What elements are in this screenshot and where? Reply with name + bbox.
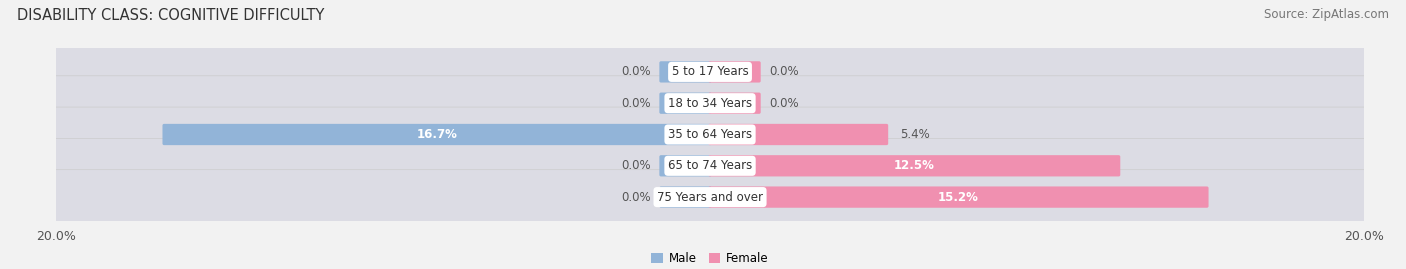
Text: DISABILITY CLASS: COGNITIVE DIFFICULTY: DISABILITY CLASS: COGNITIVE DIFFICULTY (17, 8, 325, 23)
FancyBboxPatch shape (51, 44, 1369, 99)
Text: Source: ZipAtlas.com: Source: ZipAtlas.com (1264, 8, 1389, 21)
Text: 5.4%: 5.4% (900, 128, 929, 141)
FancyBboxPatch shape (51, 138, 1369, 193)
Text: 16.7%: 16.7% (416, 128, 457, 141)
FancyBboxPatch shape (659, 93, 711, 114)
FancyBboxPatch shape (709, 186, 1209, 208)
FancyBboxPatch shape (163, 124, 711, 145)
FancyBboxPatch shape (709, 61, 761, 83)
Text: 15.2%: 15.2% (938, 191, 979, 204)
Text: 0.0%: 0.0% (769, 65, 799, 78)
FancyBboxPatch shape (659, 186, 711, 208)
Text: 65 to 74 Years: 65 to 74 Years (668, 159, 752, 172)
Text: 0.0%: 0.0% (621, 65, 651, 78)
Text: 0.0%: 0.0% (769, 97, 799, 110)
FancyBboxPatch shape (51, 76, 1369, 131)
Text: 18 to 34 Years: 18 to 34 Years (668, 97, 752, 110)
FancyBboxPatch shape (51, 170, 1369, 225)
Text: 0.0%: 0.0% (621, 97, 651, 110)
Text: 0.0%: 0.0% (621, 159, 651, 172)
FancyBboxPatch shape (709, 155, 1121, 176)
FancyBboxPatch shape (709, 93, 761, 114)
Legend: Male, Female: Male, Female (647, 247, 773, 269)
Text: 12.5%: 12.5% (894, 159, 935, 172)
Text: 75 Years and over: 75 Years and over (657, 191, 763, 204)
Text: 35 to 64 Years: 35 to 64 Years (668, 128, 752, 141)
FancyBboxPatch shape (51, 107, 1369, 162)
FancyBboxPatch shape (709, 124, 889, 145)
FancyBboxPatch shape (659, 61, 711, 83)
FancyBboxPatch shape (659, 155, 711, 176)
Text: 0.0%: 0.0% (621, 191, 651, 204)
Text: 5 to 17 Years: 5 to 17 Years (672, 65, 748, 78)
